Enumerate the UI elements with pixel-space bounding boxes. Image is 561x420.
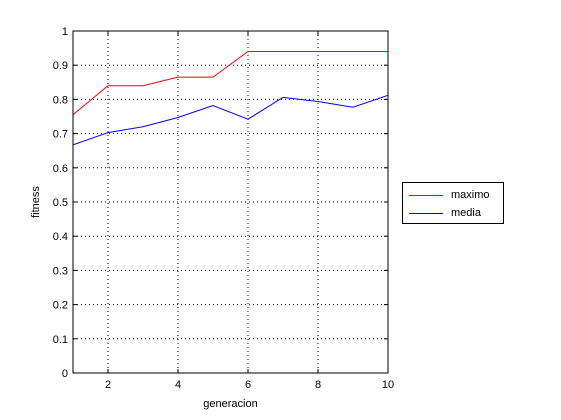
legend-item-maximo: maximo xyxy=(409,187,490,203)
y-axis-label: fitness xyxy=(30,186,42,218)
x-tick-label-1: 4 xyxy=(175,379,181,391)
plot-area xyxy=(73,31,388,373)
y-tick-label-7: 0.7 xyxy=(53,129,68,141)
legend-line-media xyxy=(409,212,443,214)
x-axis-label: generacion xyxy=(203,398,257,410)
legend-line-maximo xyxy=(409,194,443,196)
legend-label-media: media xyxy=(451,207,481,219)
y-tick-label-5: 0.5 xyxy=(53,197,68,209)
ticks xyxy=(73,30,389,374)
y-tick-label-2: 0.2 xyxy=(53,300,68,312)
x-tick-label-4: 10 xyxy=(382,379,394,391)
y-tick-label-4: 0.4 xyxy=(53,231,68,243)
series-group xyxy=(72,51,389,146)
y-tick-label-6: 0.6 xyxy=(53,163,68,175)
x-tick-label-3: 8 xyxy=(315,379,321,391)
y-tick-label-1: 0.1 xyxy=(53,334,68,346)
y-tick-label-0: 0 xyxy=(62,368,68,380)
y-tick-label-8: 0.8 xyxy=(53,94,68,106)
y-tick-label-10: 1 xyxy=(62,26,68,38)
x-tick-label-0: 2 xyxy=(105,379,111,391)
y-tick-label-9: 0.9 xyxy=(53,60,68,72)
grid xyxy=(73,31,388,373)
series-line-media xyxy=(72,94,389,146)
series-line-maximo xyxy=(72,51,388,116)
tick-labels: 2 4 6 8 10 0 0.1 0.2 0.3 0.4 0.5 0.6 0.7 0.8 0.9 1 xyxy=(53,26,394,391)
legend-label-maximo: maximo xyxy=(451,189,490,201)
x-tick-label-2: 6 xyxy=(245,379,251,391)
legend: maximo media xyxy=(402,182,504,224)
y-tick-label-3: 0.3 xyxy=(53,265,68,277)
legend-item-media: media xyxy=(409,205,481,221)
